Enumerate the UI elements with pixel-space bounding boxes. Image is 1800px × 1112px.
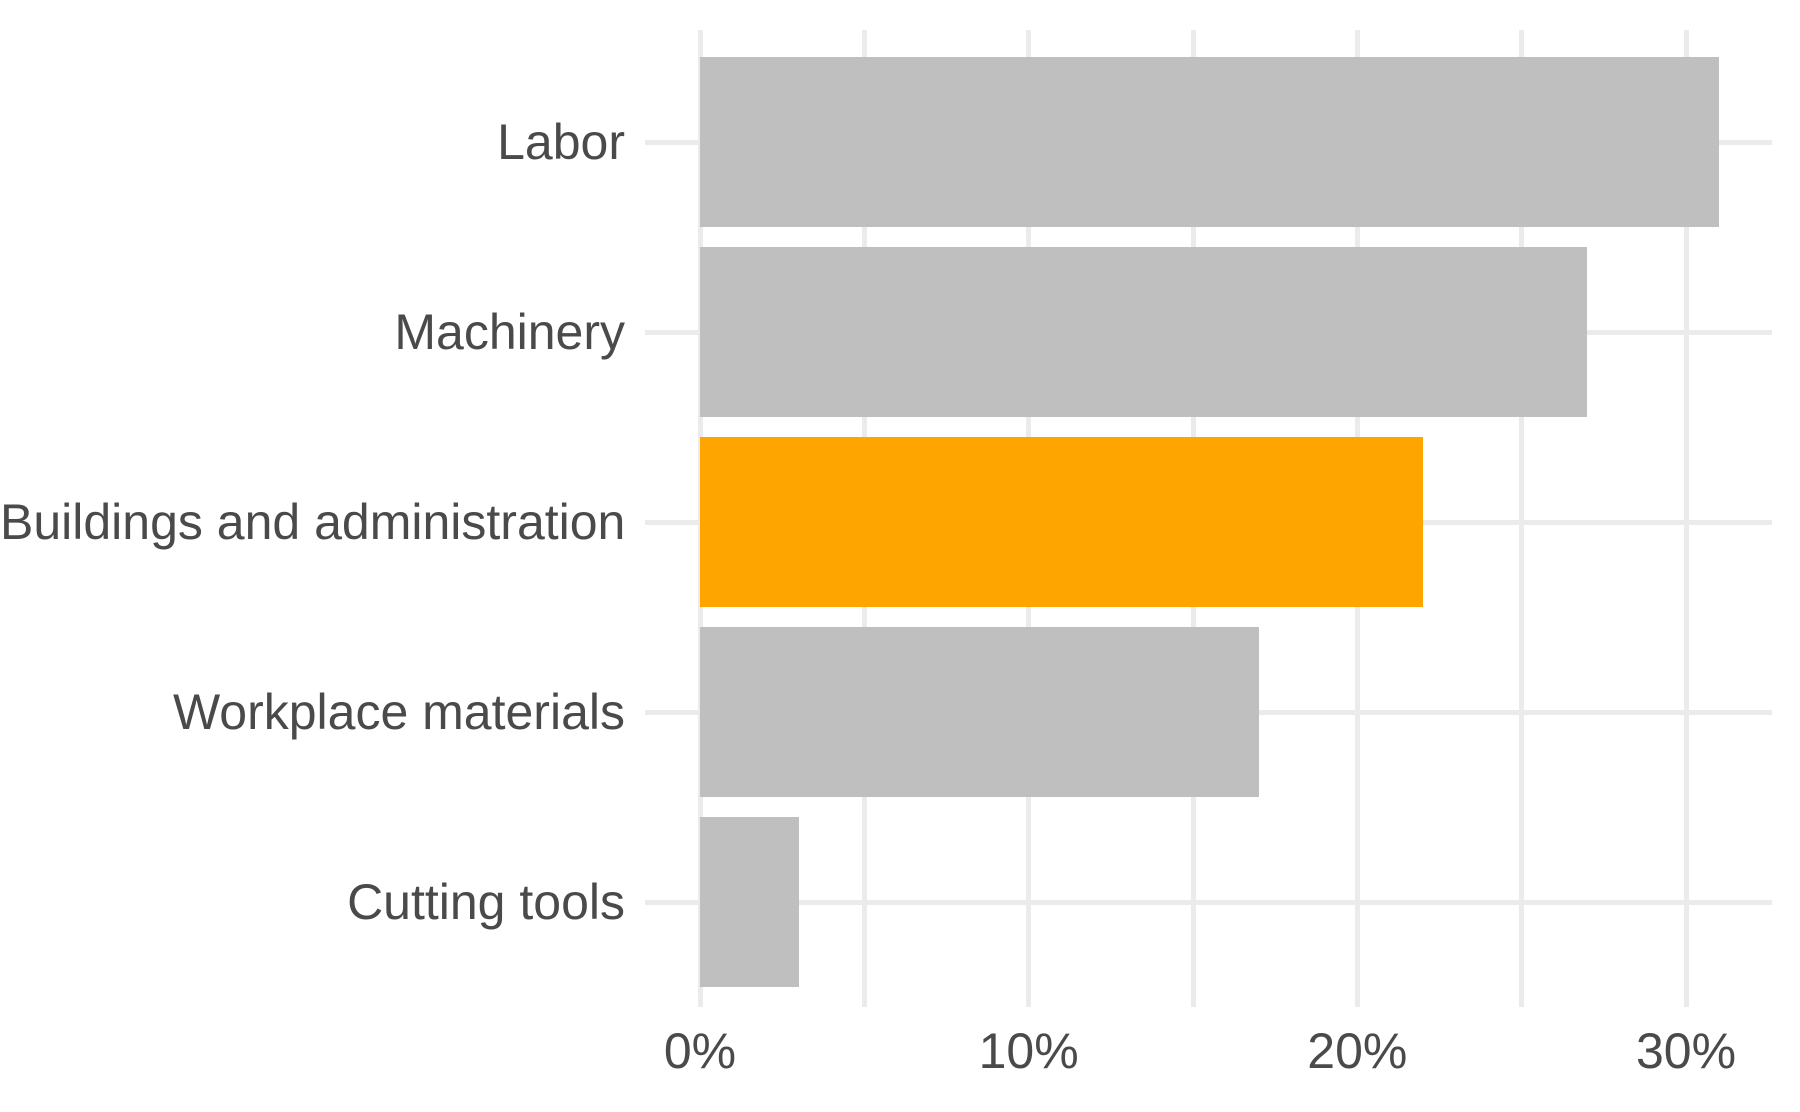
category-label: Machinery (394, 304, 625, 360)
category-tick-mark (645, 139, 698, 145)
bar-workplace-materials (700, 627, 1259, 797)
category-tick-mark (645, 899, 698, 905)
x-tick-label: 10% (978, 1023, 1079, 1079)
category-tick-mark (645, 329, 698, 335)
category-label: Workplace materials (172, 684, 625, 740)
category-tick-mark (645, 709, 698, 715)
row-gridline (700, 899, 1772, 905)
bar-buildings-and-administration (700, 437, 1424, 607)
category-label: Cutting tools (347, 874, 625, 930)
category-label: Buildings and administration (0, 494, 626, 550)
x-tick-label: 0% (663, 1023, 737, 1079)
category-tick-mark (645, 519, 698, 525)
x-tick-label: 30% (1635, 1023, 1737, 1079)
bar-labor (700, 57, 1719, 227)
bar-cutting-tools (700, 817, 799, 987)
x-tick-label: 20% (1307, 1023, 1408, 1079)
bar-machinery (700, 247, 1588, 417)
category-label: Labor (497, 114, 625, 170)
x-gridline (1683, 30, 1689, 1007)
x-gridline (1519, 30, 1525, 1007)
